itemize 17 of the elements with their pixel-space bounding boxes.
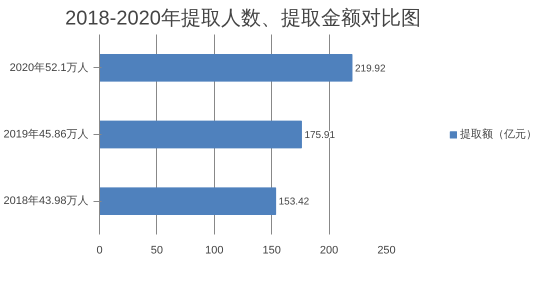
x-tick-label: 50 bbox=[150, 244, 164, 256]
bar bbox=[100, 187, 276, 215]
legend-label: 提取额（亿元） bbox=[460, 127, 537, 142]
data-label: 175.91 bbox=[304, 130, 336, 141]
bar bbox=[100, 120, 302, 148]
data-label: 219.92 bbox=[354, 63, 386, 74]
x-tick-label: 200 bbox=[320, 244, 338, 256]
x-tick-label: 0 bbox=[96, 244, 103, 256]
chart-title: 2018-2020年提取人数、提取金额对比图 bbox=[65, 8, 421, 30]
x-tick-label: 150 bbox=[262, 244, 281, 256]
y-tick-label: 2020年52.1万人 bbox=[10, 62, 89, 74]
y-tick-label: 2019年45.86万人 bbox=[4, 128, 88, 140]
x-tick-label: 100 bbox=[205, 244, 224, 256]
x-tick-label: 250 bbox=[377, 244, 396, 256]
y-tick-label: 2018年43.98万人 bbox=[4, 195, 88, 208]
data-label: 153.42 bbox=[278, 196, 310, 208]
bar bbox=[100, 54, 352, 82]
